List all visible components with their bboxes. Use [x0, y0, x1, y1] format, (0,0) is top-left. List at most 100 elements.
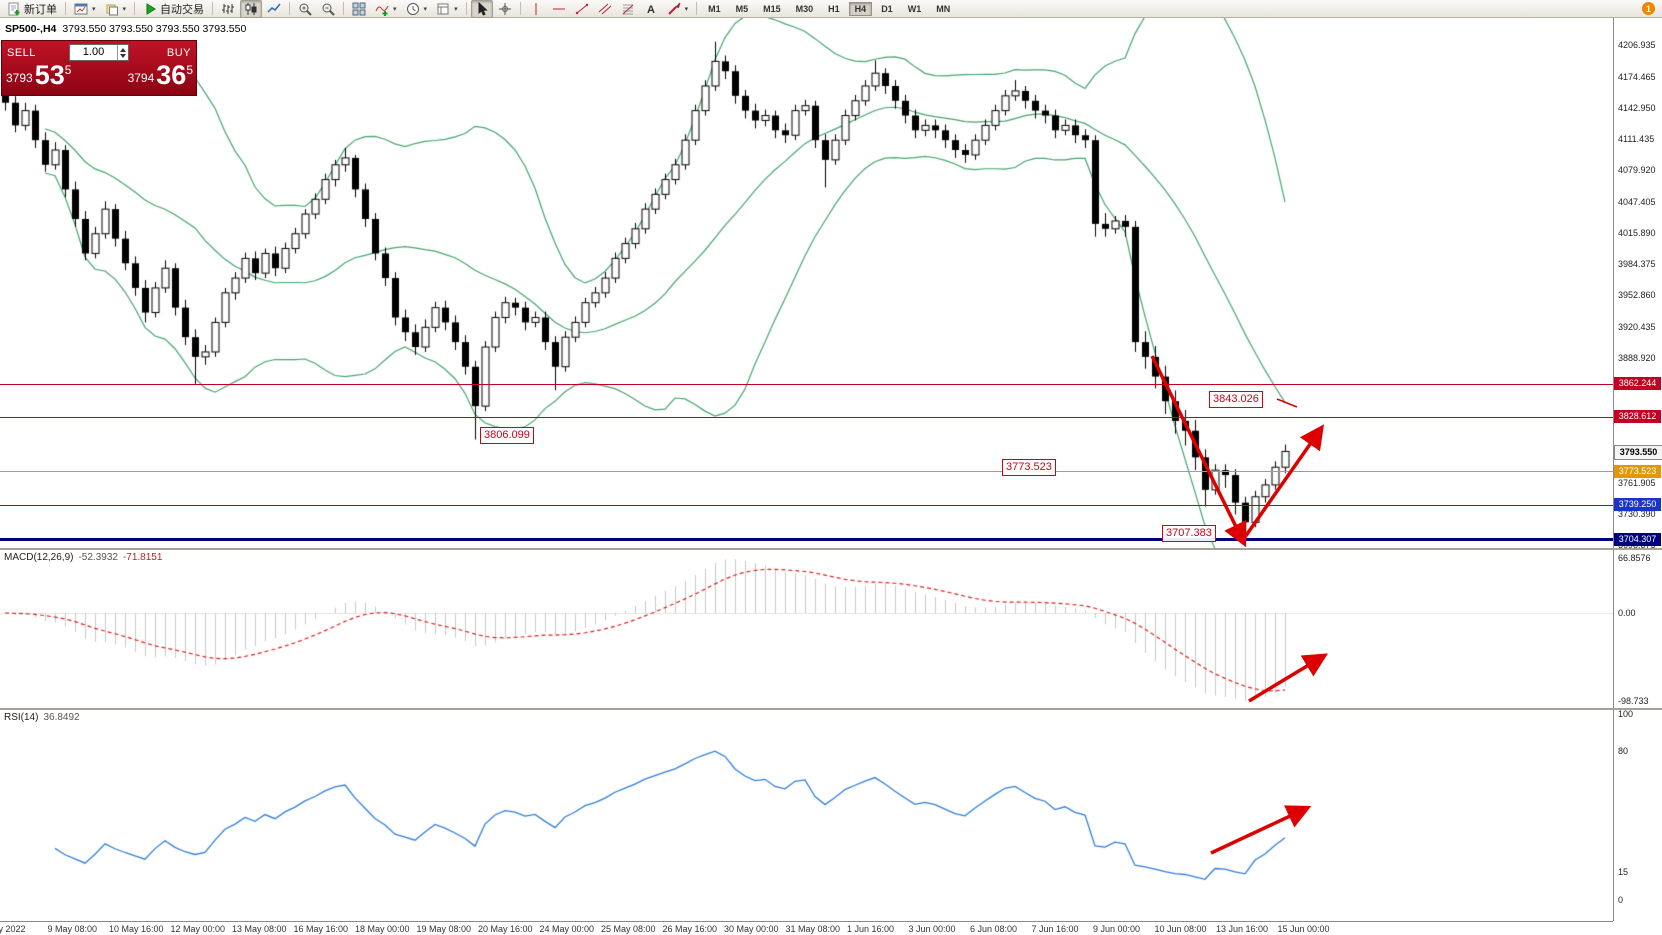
- clock-icon: [406, 2, 420, 16]
- trendline-button[interactable]: [571, 0, 593, 18]
- new-order-button[interactable]: 新订单: [3, 0, 61, 18]
- axis-tick-label: 4142.950: [1618, 102, 1656, 113]
- arrows-icon: [667, 2, 681, 16]
- sell-price-small: 3793: [6, 71, 33, 85]
- macd-panel-canvas[interactable]: [0, 550, 1613, 708]
- new-order-label: 新订单: [24, 3, 57, 16]
- price-tag-3862.244: 3862.244: [1614, 377, 1661, 391]
- panel-splitter[interactable]: [0, 548, 1662, 550]
- time-axis-label: 13 Jun 16:00: [1216, 924, 1269, 934]
- axis-tick-label: 3888.920: [1618, 352, 1656, 363]
- volume-spinner[interactable]: [117, 45, 128, 60]
- vertical-line-button[interactable]: [525, 0, 547, 18]
- profiles-button[interactable]: ▾: [101, 0, 131, 18]
- time-axis-label: 3 Jun 00:00: [908, 924, 956, 934]
- volume-up-icon[interactable]: [120, 47, 126, 52]
- timeframe-h1-button[interactable]: H1: [828, 3, 840, 14]
- templates-button[interactable]: ▾: [432, 0, 462, 18]
- timeframe-mn-button[interactable]: MN: [936, 3, 951, 14]
- axis-tick-label: 0.00: [1618, 608, 1636, 618]
- toolbar-separator: [696, 2, 698, 15]
- one-click-trading-panel: SELL 1.00 BUY 3793 53 5 3794 36 5: [1, 40, 197, 96]
- time-axis-label: 12 May 00:00: [170, 924, 226, 934]
- macd-label: MACD(12,26,9) -52.3932 -71.8151: [4, 552, 162, 563]
- sell-label: SELL: [7, 46, 36, 59]
- timeframe-h4-button[interactable]: H4: [848, 1, 873, 16]
- main-chart-canvas[interactable]: [0, 18, 1613, 548]
- macd-main-value: -52.3932: [78, 552, 118, 563]
- fibonacci-button[interactable]: [617, 0, 639, 18]
- line-chart-button[interactable]: [263, 0, 285, 18]
- crosshair-icon: [498, 2, 512, 16]
- time-axis-label: 1 Jun 16:00: [847, 924, 895, 934]
- indicators-button[interactable]: ▾: [371, 0, 401, 18]
- axis-tick-label: 0: [1618, 895, 1624, 905]
- volume-value[interactable]: 1.00: [82, 46, 105, 58]
- time-axis-label: 10 May 16:00: [109, 924, 164, 934]
- candlestick-chart-button[interactable]: [240, 0, 263, 18]
- time-axis-label: 30 May 00:00: [724, 924, 779, 934]
- axis-tick-label: 3761.905: [1618, 478, 1656, 489]
- zoom-out-button[interactable]: [317, 0, 339, 18]
- rsi-name: RSI(14): [4, 712, 39, 723]
- channel-button[interactable]: [594, 0, 616, 18]
- zoom-in-button[interactable]: [294, 0, 316, 18]
- tile-windows-button[interactable]: [348, 0, 370, 18]
- crosshair-button[interactable]: [494, 0, 516, 18]
- time-axis-label: 24 May 00:00: [539, 924, 595, 934]
- volume-input[interactable]: 1.00: [69, 44, 129, 61]
- panel-splitter[interactable]: [0, 708, 1662, 710]
- price-tag-3793.550: 3793.550: [1614, 444, 1662, 460]
- tile-icon: [352, 2, 366, 16]
- axis-tick-label: 3920.435: [1618, 321, 1656, 332]
- channel-icon: [598, 2, 612, 16]
- time-axis-label: 19 May 08:00: [416, 924, 472, 934]
- time-axis-label: 13 May 08:00: [232, 924, 287, 934]
- time-axis-label: 18 May 00:00: [355, 924, 410, 934]
- price-tag-3739.250: 3739.250: [1614, 498, 1661, 512]
- price-tag-3828.612: 3828.612: [1614, 410, 1661, 424]
- template-icon: [436, 2, 450, 16]
- svg-text:A: A: [647, 4, 655, 16]
- timeframe-m30-button[interactable]: M30: [795, 3, 814, 14]
- trade-panel-top-row: SELL 1.00 BUY: [2, 41, 196, 62]
- bar-chart-button[interactable]: [217, 0, 239, 18]
- text-button[interactable]: A: [640, 0, 662, 18]
- toolbar-separator: [65, 2, 66, 15]
- vline-icon: [529, 2, 543, 16]
- periods-button[interactable]: ▾: [402, 0, 432, 18]
- axis-tick-label: 4047.405: [1618, 196, 1656, 207]
- line-icon: [267, 2, 281, 16]
- timeframe-m1-button[interactable]: M1: [708, 3, 721, 14]
- buy-button[interactable]: 3794 36 5: [127, 62, 193, 89]
- toolbar-separator: [519, 2, 521, 15]
- horizontal-line-button[interactable]: [548, 0, 570, 18]
- new-chart-button[interactable]: ▾: [70, 0, 100, 18]
- sell-price-sup: 5: [64, 63, 72, 77]
- volume-down-icon[interactable]: [120, 53, 126, 58]
- time-axis[interactable]: May 2022 9 May 08:00 10 May 16:00 12 May 00…: [0, 921, 1613, 935]
- sell-price-big: 53: [34, 60, 65, 90]
- buy-price-small: 3794: [127, 71, 155, 85]
- cursor-icon: [475, 1, 489, 16]
- ohlc-values: 3793.550 3793.550 3793.550 3793.550: [62, 23, 247, 35]
- time-axis-label: 10 Jun 08:00: [1154, 924, 1207, 934]
- dropdown-icon: ▾: [92, 5, 96, 13]
- axis-tick-label: 66.8576: [1618, 553, 1651, 563]
- buy-price-sup: 5: [186, 63, 193, 77]
- macd-name: MACD(12,26,9): [4, 552, 74, 563]
- toolbar-separator: [134, 2, 136, 15]
- cursor-button[interactable]: [470, 0, 493, 18]
- timeframe-m5-button[interactable]: M5: [735, 3, 749, 14]
- dropdown-icon: ▾: [423, 5, 428, 13]
- axis-tick-label: 4015.890: [1618, 227, 1656, 238]
- sell-button[interactable]: 3793 53 5: [5, 62, 71, 89]
- timeframe-w1-button[interactable]: W1: [907, 3, 922, 14]
- arrows-button[interactable]: ▾: [663, 0, 693, 18]
- timeframe-d1-button[interactable]: D1: [881, 3, 893, 14]
- timeframe-m15-button[interactable]: M15: [763, 3, 781, 14]
- alert-icon[interactable]: 1: [1642, 2, 1655, 15]
- auto-trading-button[interactable]: 自动交易: [139, 0, 208, 18]
- rsi-panel-canvas[interactable]: [0, 710, 1613, 921]
